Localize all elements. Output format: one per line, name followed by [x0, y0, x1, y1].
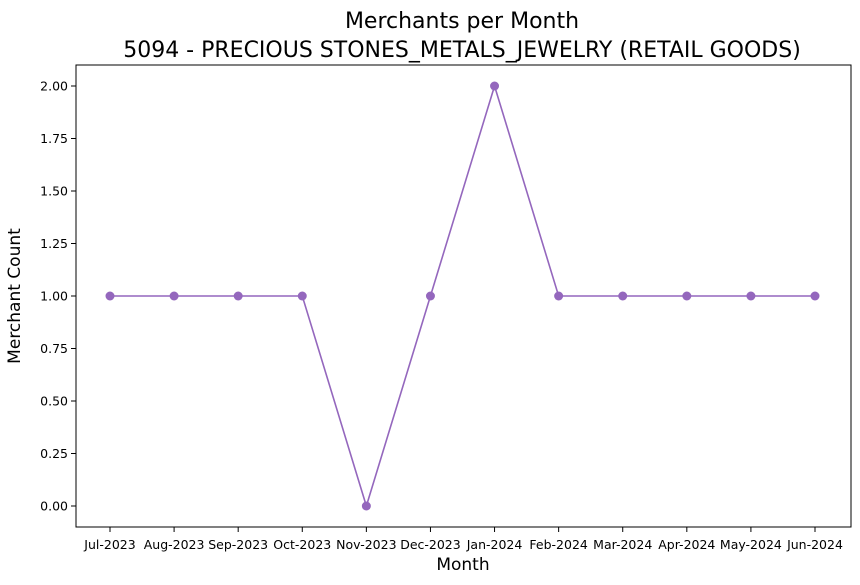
data-point [746, 291, 756, 301]
data-point [297, 291, 307, 301]
x-tick-label: Oct-2023 [273, 537, 331, 552]
data-point [490, 81, 500, 91]
data-point [361, 501, 371, 511]
chart-subtitle: 5094 - PRECIOUS STONES_METALS_JEWELRY (R… [123, 38, 801, 63]
x-tick-label: Jan-2024 [466, 537, 523, 552]
data-point [554, 291, 564, 301]
x-axis-label: Month [436, 555, 489, 575]
x-tick-label: Aug-2023 [144, 537, 205, 552]
y-tick-label: 1.75 [40, 131, 68, 146]
y-tick-label: 1.00 [40, 289, 68, 304]
plot-area [105, 81, 820, 511]
data-point [233, 291, 243, 301]
data-point [682, 291, 692, 301]
y-tick-label: 2.00 [40, 79, 68, 94]
x-tick-label: Dec-2023 [400, 537, 461, 552]
x-tick-label: Mar-2024 [593, 537, 652, 552]
y-tick-label: 0.75 [40, 341, 68, 356]
x-tick-label: Feb-2024 [529, 537, 588, 552]
y-axis-label: Merchant Count [5, 228, 25, 364]
data-point [105, 291, 115, 301]
data-point [618, 291, 628, 301]
x-tick-label: Jun-2024 [786, 537, 843, 552]
data-point [425, 291, 435, 301]
chart-title: Merchants per Month [345, 9, 579, 34]
y-tick-label: 0.00 [40, 499, 68, 514]
y-tick-label: 0.25 [40, 446, 68, 461]
y-tick-label: 0.50 [40, 394, 68, 409]
data-point [810, 291, 820, 301]
x-tick-label: May-2024 [720, 537, 782, 552]
x-tick-label: Nov-2023 [336, 537, 396, 552]
x-tick-label: Jul-2023 [83, 537, 135, 552]
x-tick-label: Apr-2024 [658, 537, 715, 552]
series-line [110, 83, 815, 509]
data-point [169, 291, 179, 301]
y-tick-label: 1.50 [40, 184, 68, 199]
y-tick-label: 1.25 [40, 236, 68, 251]
x-tick-label: Sep-2023 [208, 537, 268, 552]
